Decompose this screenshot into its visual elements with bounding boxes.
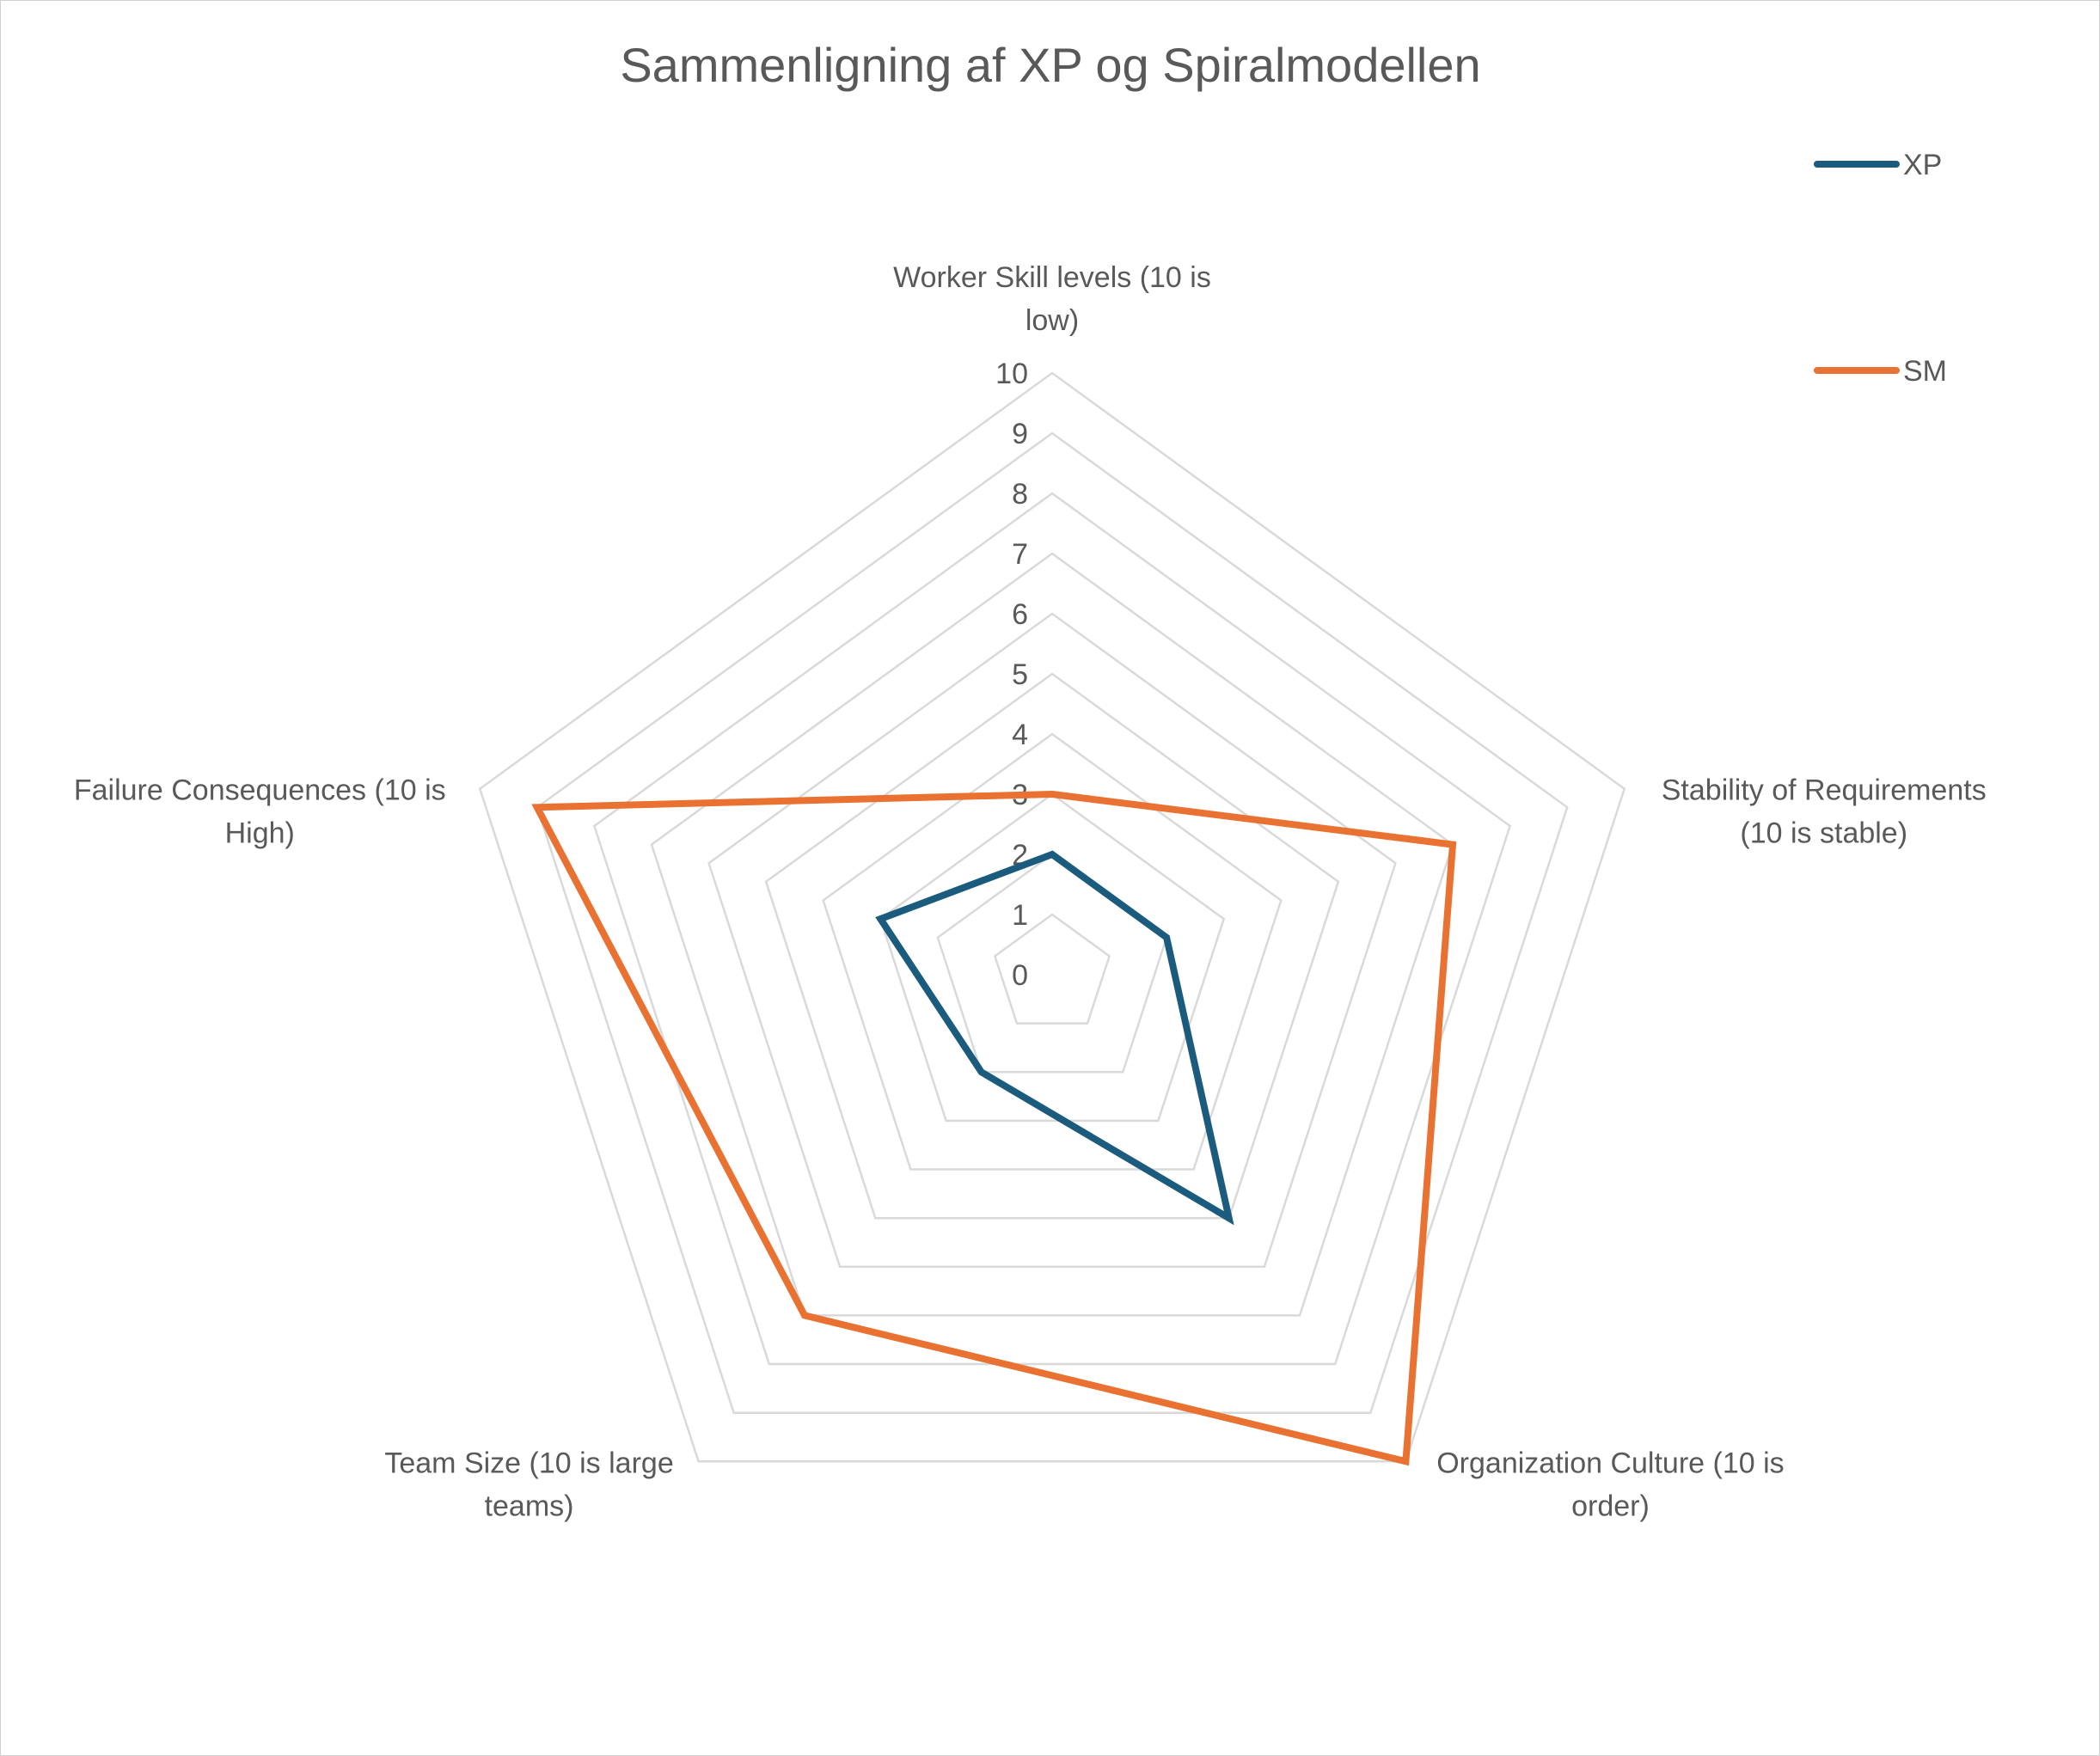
grid-ring-9 — [536, 431, 1569, 1414]
axis-labels: Worker Skill levels (10 is low) Stability … — [74, 261, 1987, 1522]
grid-ring-10 — [478, 371, 1626, 1463]
axis-label: Team Size (10 is large teams) — [384, 1447, 673, 1522]
radar-grid — [478, 371, 1626, 1463]
tick-label: 8 — [1012, 478, 1028, 511]
grid-ring-8 — [592, 492, 1512, 1366]
axis-label: Organization Culture (10 is order) — [1436, 1447, 1784, 1522]
tick-label: 0 — [1012, 959, 1028, 992]
grid-ring-3 — [879, 792, 1226, 1123]
tick-label: 10 — [995, 358, 1028, 390]
axis-label: Worker Skill levels (10 is low) — [893, 261, 1211, 337]
grid-ring-7 — [650, 552, 1454, 1317]
tick-label: 1 — [1012, 899, 1028, 932]
axis-label: Stability of Requirements (10 is stable) — [1662, 774, 1987, 850]
axis-label: Failure Consequences (10 is High) — [74, 774, 446, 850]
series-xp-line — [875, 850, 1234, 1226]
tick-label: 7 — [1012, 538, 1028, 571]
series-layer — [531, 790, 1457, 1466]
tick-label: 6 — [1012, 598, 1028, 631]
grid-ring-1 — [993, 913, 1111, 1025]
grid-ring-6 — [707, 612, 1397, 1269]
legend-label-sm: SM — [1903, 355, 1947, 388]
tick-label: 5 — [1012, 658, 1028, 691]
chart-title: Sammenligning af XP og Spiralmodellen — [620, 38, 1480, 92]
legend-label-xp: XP — [1903, 149, 1942, 181]
tick-label: 4 — [1012, 719, 1028, 751]
grid-ring-5 — [764, 672, 1340, 1220]
grid-ring-4 — [822, 732, 1283, 1171]
series-sm-line — [531, 790, 1457, 1466]
legend: XP SM — [1814, 149, 1947, 388]
tick-label: 9 — [1012, 418, 1028, 450]
